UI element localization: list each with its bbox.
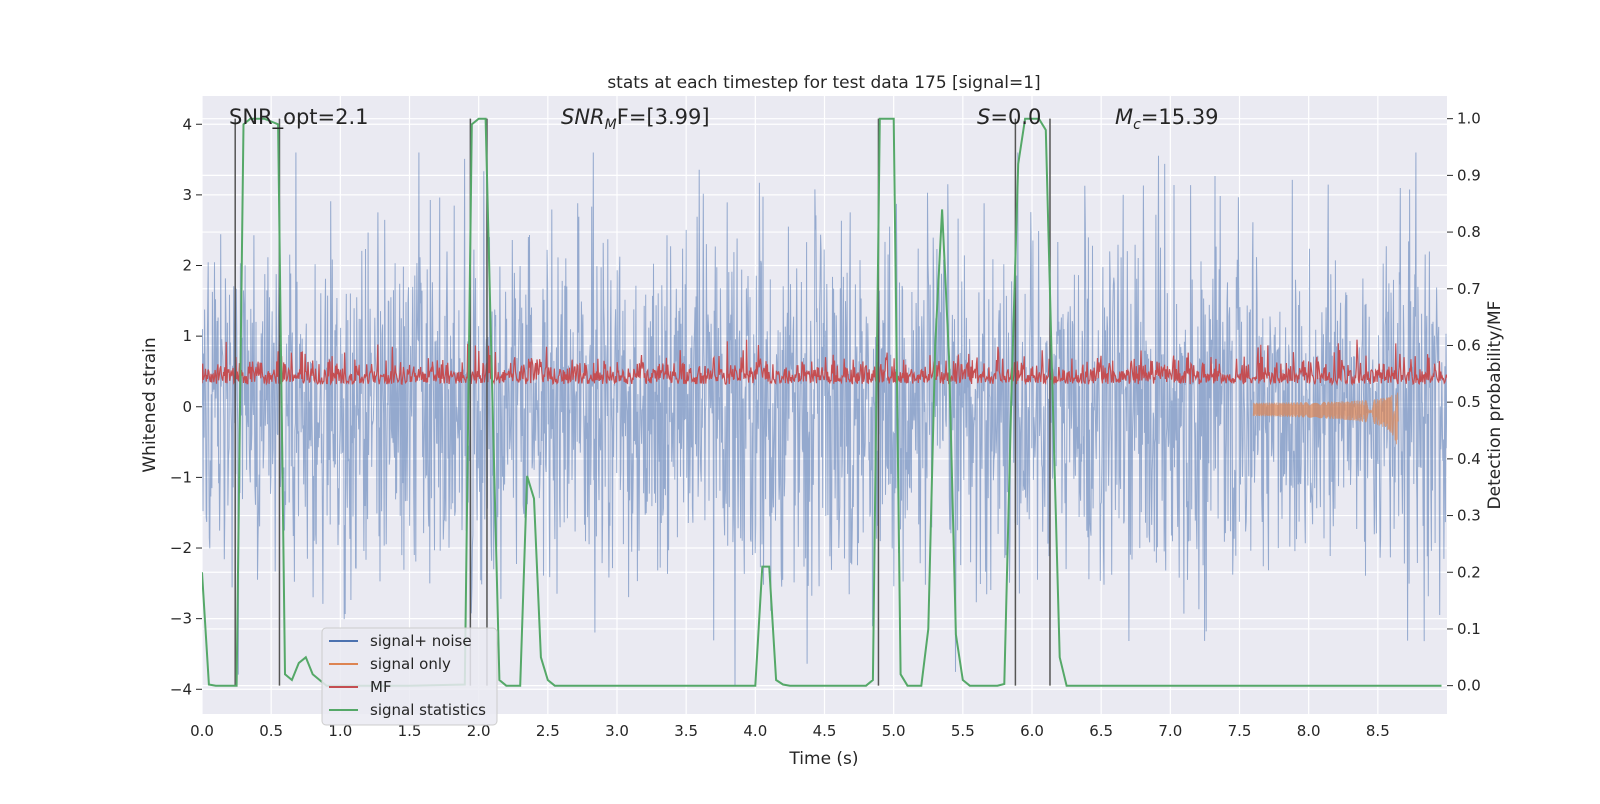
annotation-mc-value: =15.39 (1141, 105, 1219, 129)
x-tick-label: 7.5 (1228, 722, 1252, 740)
y-right-tick-label: 0.0 (1457, 677, 1481, 695)
x-tick-label: 5.5 (951, 722, 975, 740)
y-axis-right-label: Detection probability/MF (1485, 301, 1505, 510)
annotation-mc: Mc=15.39 (1115, 105, 1219, 133)
x-tick-label: 8.5 (1366, 722, 1390, 740)
series-mf (202, 339, 1447, 387)
x-tick-label: 4.0 (743, 722, 767, 740)
y-tick-label: 4 (182, 115, 192, 133)
annotation-snr-opt: SNR_opt=2.1 (229, 105, 369, 130)
x-tick-label: 0.5 (259, 722, 283, 740)
x-tick-label: 2.5 (536, 722, 560, 740)
legend-label-signal: signal only (370, 655, 451, 673)
x-tick-label: 3.0 (605, 722, 629, 740)
annotation-s-symbol: S (977, 105, 990, 129)
x-tick-label: 3.5 (674, 722, 698, 740)
annotation-s: S=0.0 (977, 105, 1041, 129)
x-tick-label: 7.0 (1158, 722, 1182, 740)
series-signal-statistics (202, 117, 1442, 687)
annotation-mc-subscript: c (1133, 117, 1141, 133)
grid (201, 96, 1447, 714)
y-tick-label: 1 (182, 327, 192, 345)
x-tick-label: 8.0 (1297, 722, 1321, 740)
chart-title: stats at each timestep for test data 175… (607, 73, 1040, 93)
x-tick-label: 6.0 (1020, 722, 1044, 740)
x-tick-label: 0.0 (190, 722, 214, 740)
ticks: 0.0 0.5 1.0 1.5 2.0 2.5 3.0 3.5 4.0 4.5 5.0 5.5 6.0 6… (170, 110, 1481, 740)
annotation-snr-mf: SNRMF=[3.99] (561, 105, 710, 133)
y-tick-label: −3 (170, 610, 192, 628)
x-tick-label: 6.5 (1089, 722, 1113, 740)
x-axis-label: Time (s) (788, 749, 858, 769)
annotation-snr-mf-value: F=[3.99] (617, 105, 710, 129)
annotation-snr-mf-symbol: SNR (561, 105, 605, 129)
y-tick-label: 2 (182, 257, 192, 275)
y-tick-label: −4 (170, 680, 192, 698)
x-tick-label: 2.0 (467, 722, 491, 740)
y-right-tick-label: 0.6 (1457, 336, 1481, 354)
y-right-tick-label: 1.0 (1457, 110, 1481, 128)
y-right-tick-label: 0.9 (1457, 166, 1481, 184)
x-tick-label: 5.0 (882, 722, 906, 740)
y-tick-label: 0 (182, 398, 192, 416)
x-tick-label: 1.5 (398, 722, 422, 740)
y-right-tick-label: 0.8 (1457, 223, 1481, 241)
annotation-snr-mf-subscript: M (605, 117, 617, 133)
series-signal-plus-noise (202, 152, 1447, 686)
x-tick-label: 1.0 (328, 722, 352, 740)
y-axis-label: Whitened strain (140, 337, 160, 472)
y-right-tick-label: 0.5 (1457, 393, 1481, 411)
y-tick-label: −2 (170, 539, 192, 557)
y-right-tick-label: 0.3 (1457, 507, 1481, 525)
annotation-mc-symbol: M (1115, 105, 1133, 129)
y-right-tick-label: 0.7 (1457, 280, 1481, 298)
y-right-tick-label: 0.2 (1457, 563, 1481, 581)
x-tick-label: 4.5 (813, 722, 837, 740)
legend: signal+ noise signal only MF signal stat… (321, 627, 498, 726)
series-layer (202, 117, 1447, 687)
y-tick-label: −1 (170, 468, 192, 486)
series-signal-only (1252, 392, 1399, 445)
y-tick-label: 3 (182, 186, 192, 204)
legend-label-mf: MF (370, 678, 392, 696)
annotation-s-value: =0.0 (990, 105, 1041, 129)
y-right-tick-label: 0.1 (1457, 620, 1481, 638)
y-right-tick-label: 0.4 (1457, 450, 1481, 468)
legend-box (321, 627, 498, 726)
legend-label-stats: signal statistics (370, 701, 486, 719)
legend-label-noise: signal+ noise (370, 632, 472, 650)
